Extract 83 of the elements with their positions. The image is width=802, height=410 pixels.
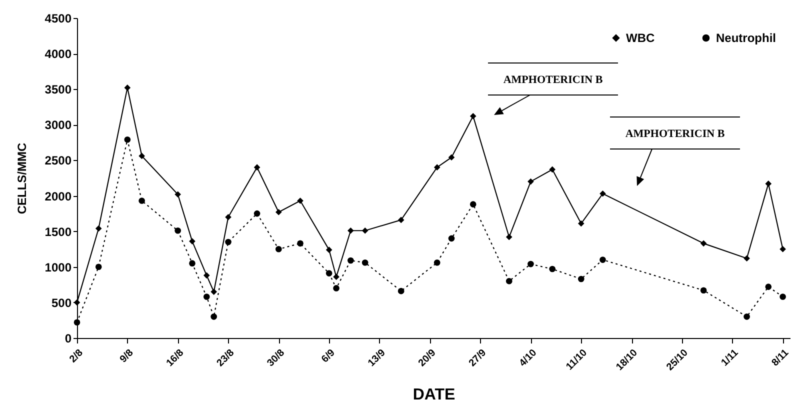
point xyxy=(74,319,80,326)
x-tick-label: 9/8 xyxy=(118,347,136,366)
point xyxy=(528,178,534,185)
point xyxy=(225,214,232,220)
point xyxy=(470,112,476,120)
point xyxy=(210,314,217,320)
point xyxy=(398,288,404,294)
point xyxy=(448,235,455,242)
y-tick-label: 4000 xyxy=(44,47,72,62)
point xyxy=(124,136,131,143)
point xyxy=(362,227,368,234)
x-tick-label: 6/9 xyxy=(320,347,338,366)
point xyxy=(138,152,145,160)
point xyxy=(780,246,786,252)
point xyxy=(549,266,556,272)
y-tick-label: 1000 xyxy=(44,260,72,274)
point xyxy=(398,216,404,224)
y-axis-title: CELLS/MMC xyxy=(14,142,29,214)
annotation: AMPHOTERICIN B xyxy=(503,74,604,86)
y-tick-label: 1500 xyxy=(44,224,72,239)
point xyxy=(189,260,196,266)
point xyxy=(578,220,584,227)
legend-label: Neutrophil xyxy=(716,31,776,45)
point xyxy=(254,210,260,217)
point xyxy=(95,264,102,270)
x-tick-label: 13/9 xyxy=(366,347,388,370)
point xyxy=(765,284,772,290)
point xyxy=(506,234,512,240)
point xyxy=(203,294,210,300)
point xyxy=(225,238,232,246)
point xyxy=(297,198,304,204)
point xyxy=(333,285,340,292)
point xyxy=(765,180,772,187)
x-tick-label: 2/8 xyxy=(68,347,86,366)
y-tick-label: 2000 xyxy=(44,189,72,204)
point xyxy=(600,190,606,197)
point xyxy=(254,164,260,170)
point xyxy=(275,208,282,216)
y-tick-label: 4500 xyxy=(44,12,72,26)
point xyxy=(578,276,584,282)
annotation: AMPHOTERICIN B xyxy=(625,128,726,140)
y-tick-label: 3000 xyxy=(44,118,72,132)
point xyxy=(780,294,786,300)
point xyxy=(138,198,145,204)
y-tick-label: 0 xyxy=(64,332,72,346)
x-tick-label: 30/8 xyxy=(265,347,288,370)
y-tick-label: 2500 xyxy=(44,154,72,168)
point xyxy=(275,246,282,252)
y-tick-label: 500 xyxy=(51,296,72,310)
point xyxy=(174,227,181,234)
point xyxy=(124,84,131,91)
point xyxy=(210,288,217,295)
point xyxy=(174,191,181,198)
point xyxy=(348,227,354,234)
point xyxy=(448,154,455,161)
y-tick-label: 3500 xyxy=(44,82,72,97)
point xyxy=(744,314,750,320)
legend-label: WBC xyxy=(626,31,655,45)
point xyxy=(326,246,332,253)
point xyxy=(700,240,707,247)
point xyxy=(506,278,512,284)
point xyxy=(744,255,750,262)
point xyxy=(434,164,440,170)
point xyxy=(189,238,196,244)
point xyxy=(95,225,102,232)
point xyxy=(470,201,476,208)
point xyxy=(203,272,210,279)
point xyxy=(362,259,368,266)
x-tick-label: 20/9 xyxy=(416,347,438,370)
point xyxy=(600,256,606,263)
point xyxy=(348,257,354,264)
point xyxy=(326,270,332,276)
point xyxy=(700,287,707,294)
x-tick-label: 8/11 xyxy=(770,347,792,369)
point xyxy=(434,259,440,266)
x-tick-label: 4/10 xyxy=(517,347,540,370)
point xyxy=(297,240,304,247)
x-tick-label: 27/9 xyxy=(467,347,489,370)
point xyxy=(549,166,556,173)
x-tick-label: 1/11 xyxy=(720,347,741,369)
point xyxy=(333,274,340,280)
x-axis-title: DATE xyxy=(412,386,456,404)
point xyxy=(528,260,534,268)
